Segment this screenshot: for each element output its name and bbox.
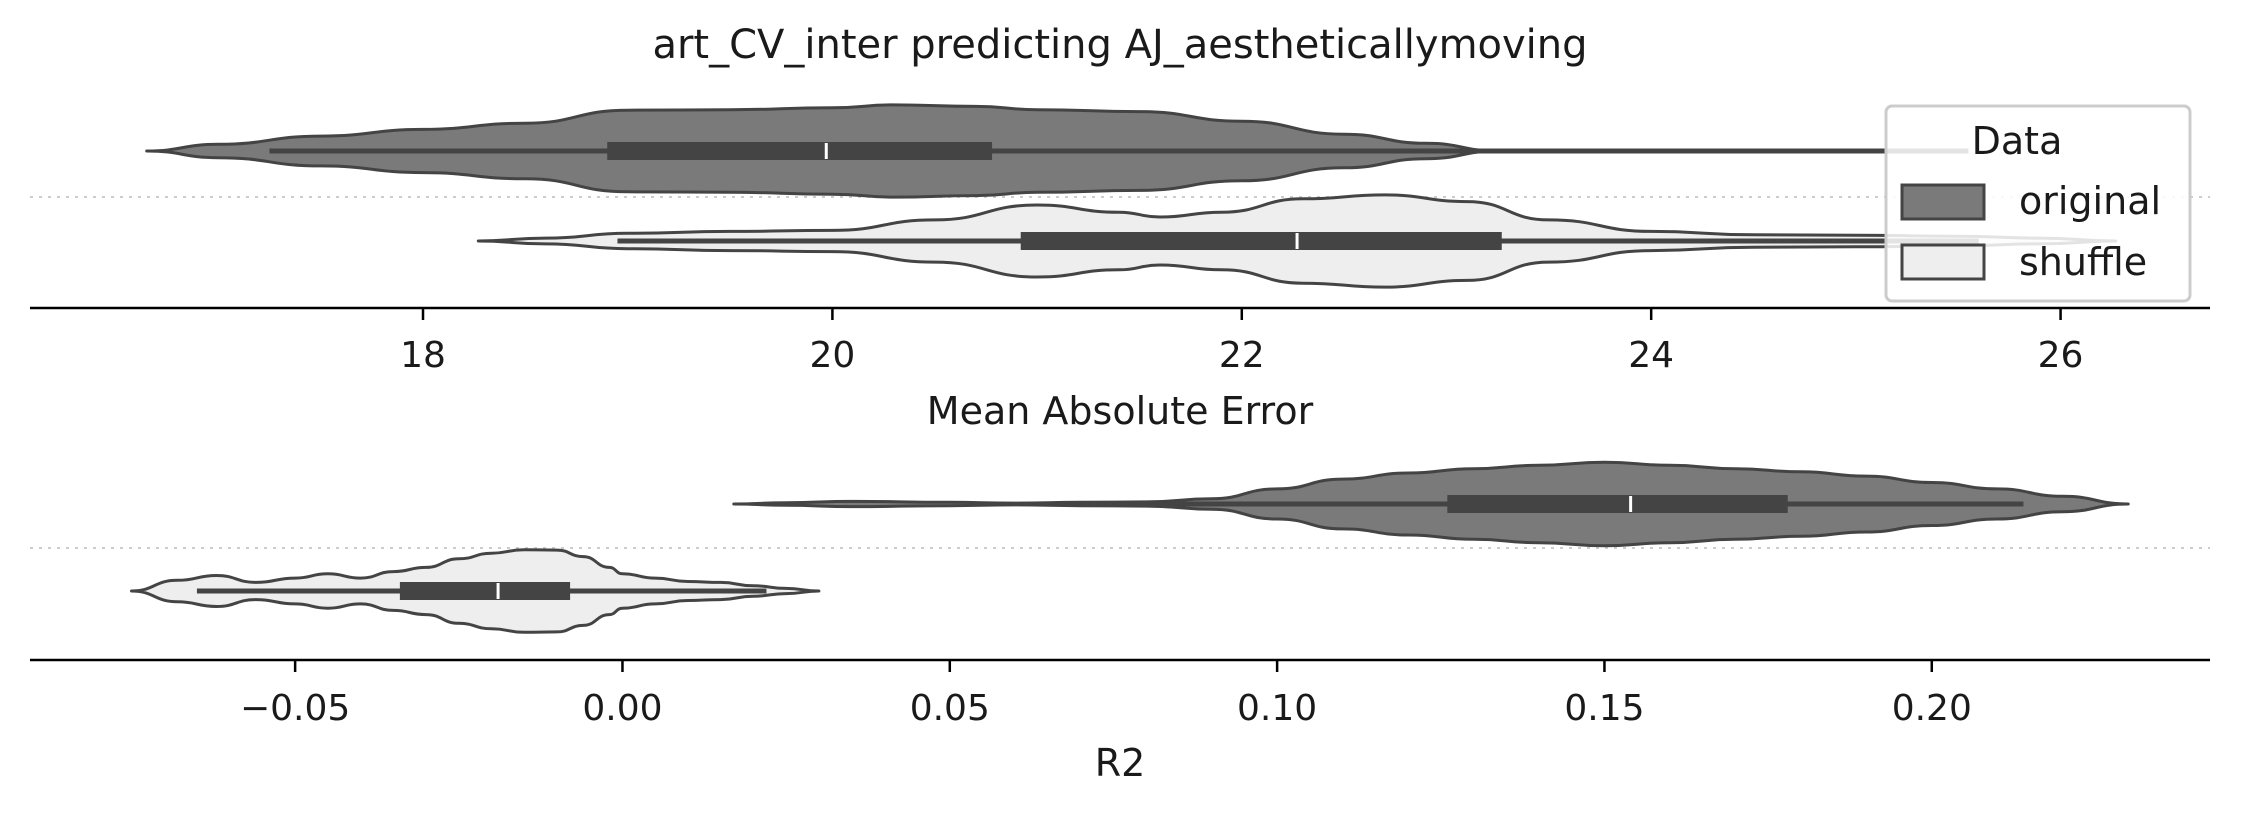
mae-tick-label: 26 bbox=[2038, 335, 2084, 376]
mae-x-axis-label: Mean Absolute Error bbox=[927, 389, 1314, 433]
r2-tick-label: 0.20 bbox=[1892, 688, 1972, 729]
r2-tick-label: 0.00 bbox=[582, 688, 662, 729]
r2-x-axis-label: R2 bbox=[1095, 741, 1146, 785]
chart-title: art_CV_inter predicting AJ_aesthetically… bbox=[652, 22, 1587, 68]
r2-tick-label: 0.10 bbox=[1237, 688, 1317, 729]
mae-tick-label: 18 bbox=[400, 335, 446, 376]
r2-iqr-box-shuffle bbox=[399, 582, 571, 600]
legend: Data original shuffle bbox=[1884, 104, 2192, 303]
mae-tick-label: 22 bbox=[1219, 335, 1265, 376]
mae-panel: 18 20 22 24 26 Mean Absolute Error bbox=[30, 103, 2210, 433]
mae-tick-label: 20 bbox=[809, 335, 855, 376]
legend-label-original: original bbox=[2019, 179, 2161, 223]
mae-iqr-box-shuffle bbox=[1020, 232, 1502, 250]
mae-tick-label: 24 bbox=[1628, 335, 1674, 376]
legend-title: Data bbox=[1972, 119, 2063, 163]
mae-iqr-box-original bbox=[607, 142, 993, 160]
r2-tick-label: −0.05 bbox=[240, 688, 350, 729]
r2-tick-label: 0.15 bbox=[1564, 688, 1644, 729]
legend-swatch-shuffle bbox=[1900, 243, 1986, 281]
legend-swatch-original bbox=[1900, 183, 1986, 221]
legend-label-shuffle: shuffle bbox=[2019, 240, 2147, 284]
r2-panel: −0.05 0.00 0.05 0.10 0.15 0.20 R2 bbox=[30, 460, 2210, 785]
r2-tick-label: 0.05 bbox=[910, 688, 990, 729]
r2-iqr-box-original bbox=[1447, 495, 1788, 513]
